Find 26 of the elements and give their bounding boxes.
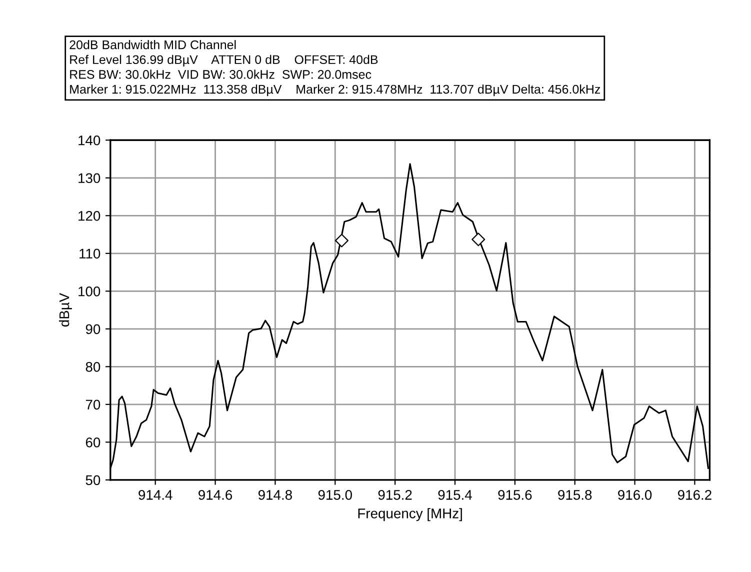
text: Marker 1: 915.022MHz 113.358 dBµV Marker 2: 915.478MHz 113.707 dBµV Delta: 456.0kHz [70, 84, 600, 96]
y-tick-label: 100 [78, 286, 100, 296]
x-tick-label: 916.2 [678, 490, 712, 500]
x-tick-label: 914.4 [138, 490, 172, 500]
x-tick-label: 916.0 [618, 490, 652, 500]
x-tick-label: 915.4 [438, 490, 472, 500]
text: RES BW: 30.0kHz VID BW: 30.0kHz SWP: 20.0msec [70, 70, 372, 79]
y-tick-label: 80 [86, 362, 100, 372]
y-tick-label: 70 [86, 400, 100, 410]
chart-title: 20dB Bandwidth MID Channel [70, 40, 236, 50]
x-tick-label: 915.8 [558, 490, 592, 500]
y-tick-label: 130 [78, 173, 100, 184]
y-axis-title: dBµV [59, 292, 72, 327]
y-tick-label: 120 [78, 210, 100, 221]
y-tick-label: 110 [80, 248, 100, 259]
x-tick-label: 914.6 [198, 490, 232, 500]
x-tick-label: 915.6 [498, 490, 532, 500]
x-tick-label: 915.0 [318, 490, 352, 500]
y-tick-label: 90 [86, 324, 100, 334]
y-tick-label: 60 [86, 437, 100, 448]
text: Ref Level 136.99 dBµV ATTEN 0 dB OFFSET: 40dB [70, 54, 378, 67]
y-tick-label: 140 [78, 135, 100, 146]
x-tick-label: 914.8 [258, 490, 292, 500]
x-axis-title: Frequency [MHz] [358, 508, 462, 522]
y-tick-label: 50 [86, 475, 100, 486]
x-tick-label: 915.2 [378, 490, 412, 500]
